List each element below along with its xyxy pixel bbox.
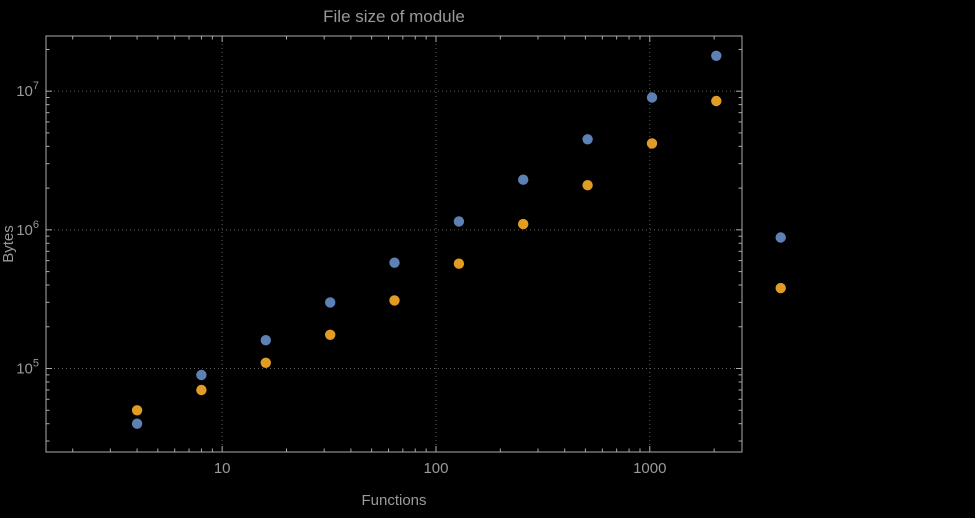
data-point-series-orange (518, 218, 529, 230)
data-point-series-blue (389, 257, 400, 268)
data-point-series-blue (131, 418, 143, 429)
x-tick-label: 100 (423, 460, 448, 477)
data-point-series-orange (453, 258, 465, 269)
data-point-series-orange (260, 357, 271, 368)
x-axis-label: Functions (361, 492, 426, 509)
data-point-series-blue (775, 232, 786, 243)
data-point-series-blue (325, 297, 336, 308)
y-tick-label: 106 (16, 219, 39, 239)
x-tick-label: 10 (214, 460, 231, 477)
data-point-series-blue (518, 174, 529, 185)
data-point-series-orange (389, 295, 400, 306)
chart-title: File size of module (323, 7, 465, 26)
data-point-series-orange (775, 282, 786, 294)
data-point-series-blue (260, 335, 271, 346)
data-point-series-orange (646, 138, 658, 149)
data-point-series-blue (646, 92, 658, 103)
plot-frame (45, 35, 743, 453)
data-point-series-orange (196, 384, 207, 396)
data-point-series-blue (453, 216, 465, 227)
data-point-series-blue (582, 134, 593, 145)
y-axis-label: Bytes (0, 225, 17, 263)
data-point-series-orange (582, 180, 593, 191)
data-point-series-blue (711, 50, 722, 61)
y-tick-label: 107 (16, 80, 39, 100)
data-point-series-orange (325, 329, 336, 340)
data-point-series-orange (711, 95, 722, 107)
data-point-series-blue (196, 369, 207, 381)
data-point-series-orange (131, 405, 143, 416)
y-tick-label: 105 (16, 358, 39, 378)
x-tick-label: 1000 (633, 460, 666, 477)
